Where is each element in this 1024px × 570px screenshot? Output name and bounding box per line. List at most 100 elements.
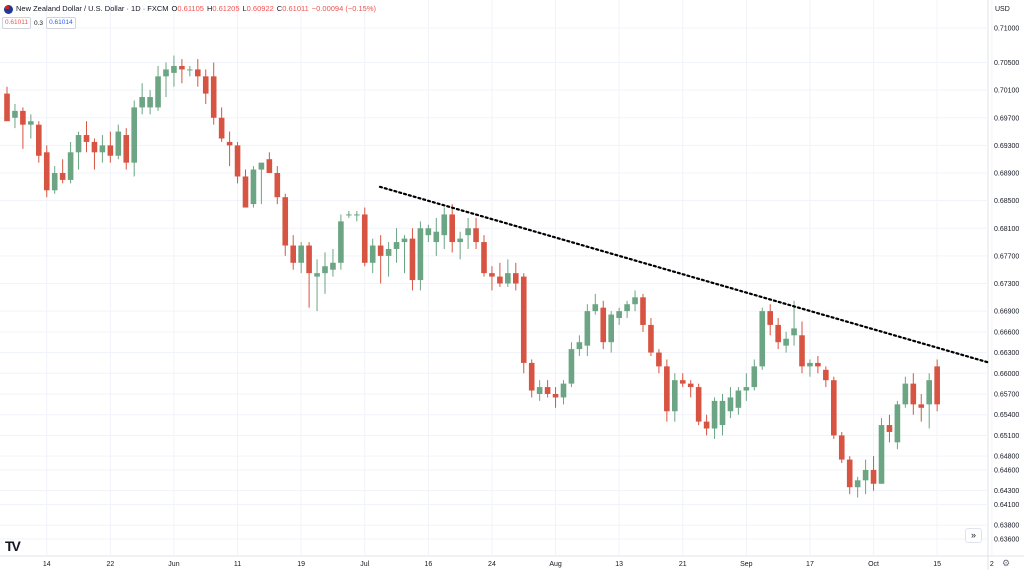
candle-body (743, 387, 750, 391)
candle-body (242, 176, 249, 208)
sell-button[interactable]: 0.61011 (2, 17, 32, 29)
candle-body (131, 107, 137, 163)
candle-body (393, 242, 400, 249)
candle-body (759, 311, 766, 367)
candle-body (799, 335, 805, 367)
currency-label[interactable]: USD (995, 6, 1010, 13)
candle-body (306, 245, 312, 274)
candle-body (234, 145, 241, 177)
y-tick-label: 0.67300 (994, 281, 1019, 288)
candle-body (656, 352, 662, 367)
candle-body (274, 173, 281, 198)
candle-body (67, 152, 74, 180)
candle-body (4, 93, 10, 122)
candle-body (202, 76, 209, 94)
candle-body (775, 324, 781, 343)
candle-body (679, 380, 686, 384)
candle-body (664, 366, 670, 412)
candle-body (59, 173, 66, 180)
candle-body (767, 311, 773, 325)
candle-body (171, 65, 177, 73)
candle-body (687, 383, 694, 388)
scroll-to-realtime-button[interactable]: » (965, 528, 982, 543)
y-tick-label: 0.65700 (994, 391, 1019, 398)
candle-body (735, 390, 742, 408)
ohlc-high: H0.61205 (206, 4, 240, 13)
candle-body (823, 369, 829, 381)
candle-body (139, 97, 145, 108)
candle-body (592, 304, 599, 312)
candle-body (163, 69, 169, 77)
candle-body (918, 404, 925, 408)
spread-value: 0.3 (34, 19, 44, 27)
candle-body (330, 262, 336, 270)
candle-body (385, 248, 392, 256)
candle-body (672, 380, 678, 412)
y-tick-label: 0.66600 (994, 329, 1019, 336)
candle-body (361, 214, 368, 263)
gear-icon[interactable]: ⚙ (1002, 558, 1011, 568)
candle-body (600, 307, 607, 343)
candle-body (711, 400, 718, 429)
candle-body (28, 121, 34, 125)
x-tick-label: 22 (106, 561, 114, 568)
trade-buttons: 0.61011 0.3 0.61014 (2, 17, 76, 29)
candle-body (719, 400, 726, 426)
y-tick-label: 0.68500 (994, 198, 1019, 205)
x-tick-label: Oct (868, 561, 879, 568)
candle-body (187, 69, 193, 71)
candle-body (115, 131, 122, 156)
ohlc-open: O0.61105 (171, 4, 204, 13)
candle-body (473, 228, 479, 243)
candle-body (870, 469, 877, 484)
candle-body (703, 421, 710, 429)
candle-body (878, 425, 885, 484)
candle-body (497, 276, 503, 284)
ohlc-close: C0.61011 (276, 4, 309, 13)
candle-body (632, 297, 638, 305)
symbol-description: New Zealand Dollar / U.S. Dollar · 1D · … (16, 4, 169, 13)
candle-body (258, 162, 265, 170)
double-chevron-right-icon: » (970, 530, 976, 540)
ohlc-change: −0.00094 (−0.15%) (311, 4, 376, 13)
candle-body (36, 124, 42, 156)
x-tick-label: 11 (234, 561, 241, 568)
candle-body (552, 393, 559, 398)
candle-body (83, 135, 90, 142)
buy-button[interactable]: 0.61014 (46, 17, 76, 29)
candle-body (910, 383, 917, 405)
x-tick-label: 19 (297, 561, 305, 568)
y-tick-label: 0.65400 (994, 412, 1019, 419)
candle-body (354, 214, 360, 216)
candle-body (807, 362, 813, 367)
candle-body (854, 480, 861, 488)
candle-body (791, 328, 797, 336)
x-tick-label: 13 (615, 561, 623, 568)
candle-body (489, 273, 495, 277)
candle-body (926, 380, 932, 405)
candle-body (608, 314, 614, 343)
y-tick-label: 0.64600 (994, 467, 1019, 474)
candle-body (751, 366, 758, 388)
x-tick-label: 21 (679, 561, 687, 568)
trendline[interactable] (378, 185, 992, 365)
y-tick-label: 0.66000 (994, 371, 1019, 378)
symbol-legend[interactable]: New Zealand Dollar / U.S. Dollar · 1D · … (4, 3, 376, 15)
x-tick-label: 17 (806, 561, 814, 568)
candle-body (536, 387, 543, 394)
candle-body (783, 338, 789, 346)
flag-icon (4, 4, 13, 14)
tradingview-logo[interactable]: TV (5, 538, 21, 554)
candle-body (179, 65, 185, 70)
candle-body (425, 228, 432, 236)
y-tick-label: 0.66300 (994, 350, 1019, 357)
candle-body (640, 297, 646, 325)
candle-body (99, 145, 106, 153)
y-tick-label: 0.68100 (994, 226, 1019, 233)
x-tick-label: Jun (168, 561, 179, 568)
candle-body (107, 145, 114, 156)
candle-body (12, 110, 18, 118)
y-tick-label: 0.69700 (994, 115, 1019, 122)
x-tick-label: 2 (990, 561, 994, 568)
